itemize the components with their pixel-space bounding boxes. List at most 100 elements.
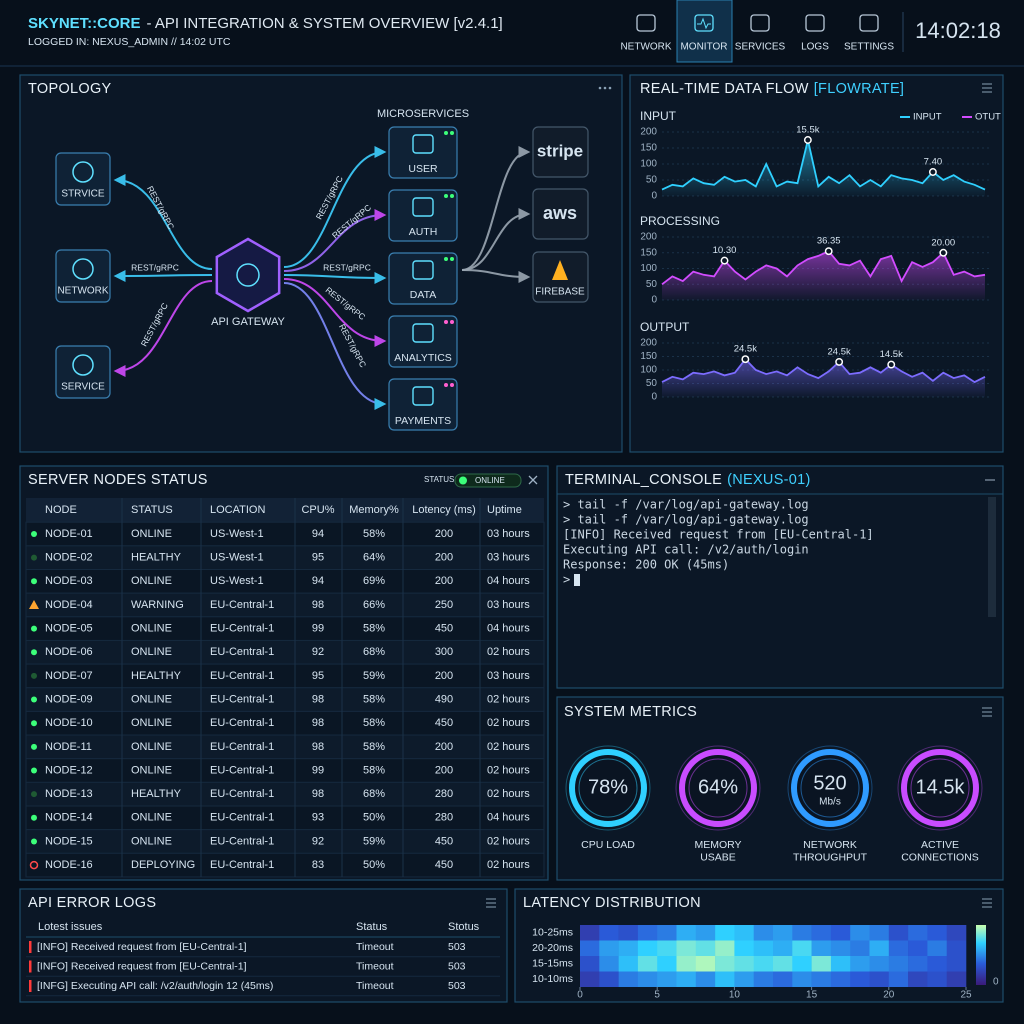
heat-cell [618, 925, 639, 941]
close-icon[interactable] [528, 475, 538, 485]
table-cell: 98 [312, 693, 324, 705]
heat-cell [946, 925, 967, 941]
colorbar-tick: 0 [993, 977, 999, 988]
nav-item[interactable]: SERVICES [735, 42, 786, 53]
error-marker [29, 980, 32, 992]
heat-cell [676, 940, 697, 956]
y-tick-label: 0 [651, 191, 657, 202]
status-dot [31, 696, 37, 703]
connection [113, 269, 213, 282]
y-tick-label: 200 [640, 127, 657, 138]
status-dot [31, 578, 37, 585]
heat-cell [850, 971, 870, 987]
table-cell: 02 hours [487, 859, 530, 871]
table-cell: 280 [435, 812, 453, 824]
table-cell: NODE-02 [45, 552, 93, 564]
panel-title: TOPOLOGY [28, 81, 112, 97]
chart-label: INPUT [640, 109, 677, 123]
table-cell: 58% [363, 623, 385, 635]
nav-item[interactable]: MONITOR [680, 42, 727, 53]
heat-cell [792, 925, 812, 941]
table-cell: 58% [363, 717, 385, 729]
status-led [444, 320, 448, 324]
table-row [25, 592, 545, 618]
heat-cell [927, 940, 947, 956]
terminal-line: > [563, 573, 570, 587]
colorbar [976, 925, 986, 985]
table-row [25, 710, 545, 736]
heat-cell [811, 956, 832, 972]
heat-cell [830, 956, 851, 972]
heat-cell [599, 956, 619, 972]
table-cell: 58% [363, 693, 385, 705]
terminal-line: Executing API call: /v2/auth/login [563, 543, 809, 557]
gauge-glow [675, 745, 761, 831]
gauge-inner [578, 758, 638, 818]
table-cell: 450 [435, 835, 453, 847]
heat-cell [830, 940, 851, 956]
heat-cell [753, 971, 774, 987]
table-cell: EU-Central-1 [210, 717, 274, 729]
title: TERMINAL_CONSOLE [565, 472, 722, 488]
status-icon [29, 860, 39, 870]
node-icon [412, 260, 434, 280]
heat-cell [830, 971, 851, 987]
heat-cell [773, 925, 793, 941]
toggle[interactable] [454, 473, 522, 488]
table-row [25, 639, 545, 665]
terminal-line: Response: 200 OK (45ms) [563, 558, 729, 572]
heat-cell [695, 956, 716, 972]
heat-cell [908, 971, 928, 987]
gauge-caption: ACTIVE [921, 839, 959, 851]
heat-cell [869, 925, 890, 941]
toggle-knob [459, 476, 467, 485]
point [741, 355, 750, 364]
table-cell: EU-Central-1 [210, 646, 274, 658]
heat-cell [657, 940, 677, 956]
nav-item[interactable]: SETTINGS [844, 42, 894, 53]
x-tick-label: 5 [654, 990, 660, 1001]
brand: SKYNET::CORE [28, 15, 141, 32]
column-header: Lotency (ms) [412, 504, 476, 516]
table-cell: 69% [363, 575, 385, 587]
panel-title: API ERROR LOGS [28, 895, 156, 911]
chart-label: OUTPUT [640, 320, 690, 334]
node-icon [412, 323, 434, 343]
heat-cell [927, 925, 947, 941]
table-cell: 50% [363, 812, 385, 824]
heat-cell [637, 925, 658, 941]
table-cell: 280 [435, 788, 453, 800]
y-tick-label: 150 [640, 143, 657, 154]
legend-label: INPUT [913, 112, 942, 123]
table-cell: ONLINE [131, 646, 172, 658]
y-tick-label: 100 [640, 159, 657, 170]
nav-item[interactable]: NETWORK [620, 42, 671, 53]
nav-item[interactable]: LOGS [801, 42, 829, 53]
status-led [444, 257, 448, 261]
table-cell: EU-Central-1 [210, 599, 274, 611]
data-label: 24.5k [828, 346, 851, 357]
table-cell: 58% [363, 764, 385, 776]
table-cell: NODE-15 [45, 835, 93, 847]
table-cell: 59% [363, 835, 385, 847]
table-cell: EU-Central-1 [210, 788, 274, 800]
x-tick-label: 15 [806, 990, 818, 1001]
point [887, 360, 896, 369]
error-marker [29, 960, 32, 973]
error-marker [29, 941, 32, 953]
status-led [450, 194, 454, 198]
toggle-label: ONLINE [475, 476, 505, 485]
connection [113, 174, 213, 270]
y-tick-label: 50 [646, 378, 658, 389]
panel-title: SERVER NODES STATUS [28, 472, 208, 488]
connection [461, 146, 531, 271]
status-dot [31, 743, 37, 750]
row-label: 15-15ms [532, 958, 573, 970]
edge-label: REST/gRPC [323, 262, 371, 272]
data-label: 15.5k [796, 125, 819, 136]
gauge-caption: NETWORK [803, 839, 857, 851]
gauge-caption: USABE [700, 851, 736, 863]
heat-cell [946, 956, 967, 972]
data-label: 7.40 [924, 157, 943, 168]
status-dot [31, 720, 37, 727]
